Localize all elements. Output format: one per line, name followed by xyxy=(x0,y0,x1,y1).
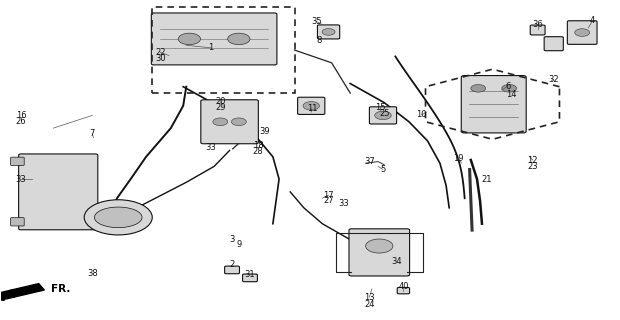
Bar xyxy=(153,7,294,93)
FancyBboxPatch shape xyxy=(151,13,277,65)
Text: 5: 5 xyxy=(381,165,386,174)
FancyBboxPatch shape xyxy=(224,266,239,274)
Text: 6: 6 xyxy=(505,82,511,91)
Text: 2: 2 xyxy=(229,260,235,269)
FancyBboxPatch shape xyxy=(544,37,564,51)
Text: 30: 30 xyxy=(155,53,166,62)
Text: 14: 14 xyxy=(507,90,517,99)
Text: 32: 32 xyxy=(549,75,559,84)
Circle shape xyxy=(322,28,335,35)
Text: 40: 40 xyxy=(398,282,409,291)
Text: 9: 9 xyxy=(236,240,241,249)
FancyBboxPatch shape xyxy=(19,154,98,230)
Text: 16: 16 xyxy=(16,111,27,120)
FancyArrow shape xyxy=(0,284,45,300)
FancyBboxPatch shape xyxy=(317,25,340,39)
Text: 33: 33 xyxy=(206,143,216,152)
Text: 23: 23 xyxy=(528,162,538,171)
Circle shape xyxy=(374,111,391,120)
Text: 20: 20 xyxy=(215,97,226,106)
Text: 33: 33 xyxy=(338,199,349,208)
Text: 11: 11 xyxy=(307,104,317,113)
Ellipse shape xyxy=(84,200,153,235)
Circle shape xyxy=(471,84,485,92)
Text: 17: 17 xyxy=(323,190,334,200)
Circle shape xyxy=(178,33,200,45)
Text: 28: 28 xyxy=(253,147,264,156)
Text: 21: 21 xyxy=(482,175,492,184)
Text: 18: 18 xyxy=(253,141,264,150)
Text: 3: 3 xyxy=(229,235,235,244)
Text: 15: 15 xyxy=(375,103,386,112)
Text: 39: 39 xyxy=(259,127,270,136)
Text: 13: 13 xyxy=(364,292,374,301)
Text: 19: 19 xyxy=(453,154,464,163)
Circle shape xyxy=(231,118,246,125)
FancyBboxPatch shape xyxy=(11,157,24,165)
Circle shape xyxy=(303,101,319,110)
Text: 26: 26 xyxy=(16,116,27,126)
Text: 1: 1 xyxy=(208,43,214,52)
Text: 8: 8 xyxy=(317,36,322,45)
FancyBboxPatch shape xyxy=(567,21,597,44)
Circle shape xyxy=(366,239,393,253)
Text: 31: 31 xyxy=(245,269,255,279)
Text: 29: 29 xyxy=(215,103,226,112)
Text: 12: 12 xyxy=(528,156,538,164)
Text: 27: 27 xyxy=(323,196,334,205)
Circle shape xyxy=(502,84,516,92)
FancyBboxPatch shape xyxy=(201,100,259,144)
FancyBboxPatch shape xyxy=(349,229,410,276)
FancyBboxPatch shape xyxy=(298,97,325,115)
Text: FR.: FR. xyxy=(51,284,71,294)
FancyBboxPatch shape xyxy=(242,274,257,282)
Text: 37: 37 xyxy=(364,157,374,166)
Text: 25: 25 xyxy=(379,109,389,118)
Text: 10: 10 xyxy=(416,110,427,119)
Text: 7: 7 xyxy=(89,129,95,138)
FancyBboxPatch shape xyxy=(530,25,545,35)
Text: 34: 34 xyxy=(391,258,402,267)
FancyBboxPatch shape xyxy=(397,287,410,294)
FancyBboxPatch shape xyxy=(370,107,397,124)
FancyBboxPatch shape xyxy=(461,76,526,133)
Circle shape xyxy=(228,33,250,45)
Text: 33: 33 xyxy=(15,175,26,184)
Text: 36: 36 xyxy=(533,20,543,29)
Circle shape xyxy=(575,29,590,36)
FancyBboxPatch shape xyxy=(11,218,24,226)
Circle shape xyxy=(213,118,228,125)
Text: 35: 35 xyxy=(311,17,322,26)
Text: 38: 38 xyxy=(87,268,97,278)
Text: 4: 4 xyxy=(590,16,595,25)
Text: 24: 24 xyxy=(364,300,374,308)
Text: 22: 22 xyxy=(155,48,166,57)
Ellipse shape xyxy=(94,207,142,228)
